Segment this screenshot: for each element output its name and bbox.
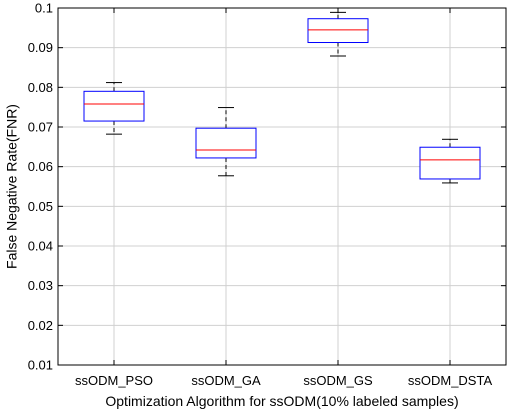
box-group-ssodm-dsta	[419, 138, 481, 184]
x-tick-label: ssODM_PSO	[75, 373, 153, 388]
x-tick-label: ssODM_GA	[191, 373, 261, 388]
x-tick-label: ssODM_GS	[303, 373, 373, 388]
y-tick-label: 0.01	[28, 358, 53, 373]
y-tick-label: 0.07	[28, 120, 53, 135]
y-tick-label: 0.03	[28, 278, 53, 293]
y-tick-label: 0.05	[28, 199, 53, 214]
box-group-ssodm-gs	[307, 11, 369, 57]
plot-layer	[83, 11, 481, 184]
box-iqr	[307, 18, 369, 44]
y-tick-label: 0.04	[28, 239, 53, 254]
x-tick-label: ssODM_DSTA	[408, 373, 493, 388]
y-axis-label: False Negative Rate(FNR)	[4, 104, 20, 269]
y-tick-label: 0.06	[28, 159, 53, 174]
grid-layer	[58, 7, 506, 366]
box-group-ssodm-ga	[195, 107, 257, 177]
y-tick-label: 0.1	[35, 1, 53, 16]
y-tick-label: 0.09	[28, 40, 53, 55]
y-tick-label: 0.02	[28, 318, 53, 333]
x-axis-label: Optimization Algorithm for ssODM(10% lab…	[105, 393, 458, 409]
box-iqr	[419, 146, 481, 180]
y-tick-label: 0.08	[28, 80, 53, 95]
axis-layer: 0.01 0.02 0.03 0.04 0.05 0.06 0.07 0.08 0.09 0.1 s…	[28, 1, 506, 388]
box-group-ssodm-pso	[83, 82, 145, 135]
plot-frame	[57, 7, 507, 366]
box-iqr	[83, 90, 145, 122]
box-iqr	[195, 127, 257, 159]
